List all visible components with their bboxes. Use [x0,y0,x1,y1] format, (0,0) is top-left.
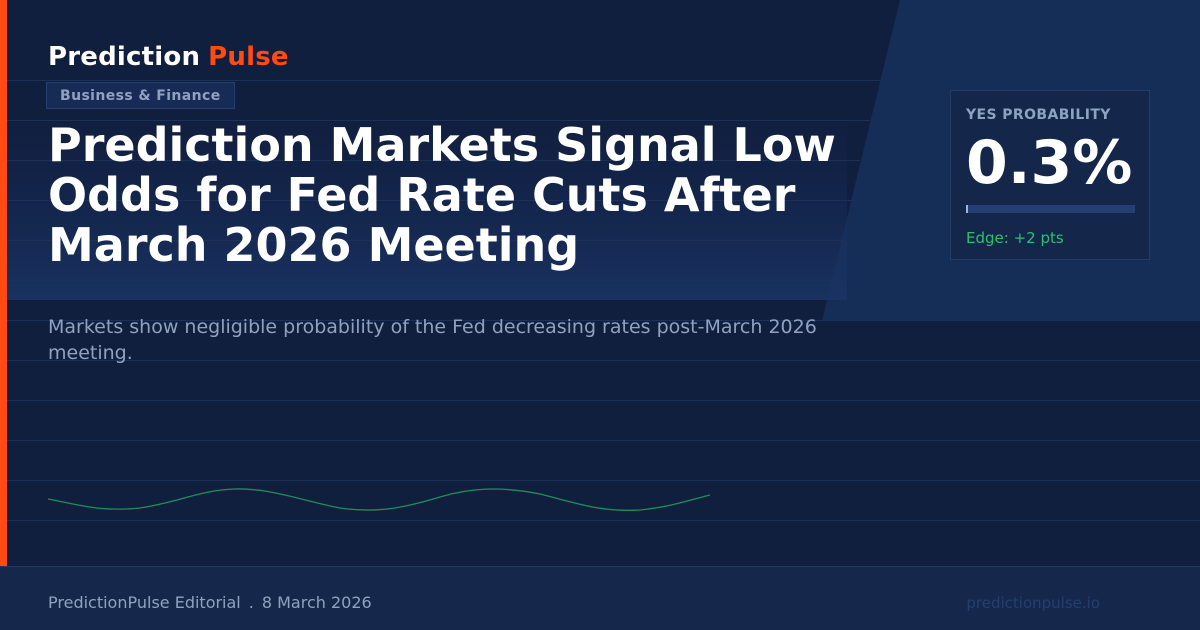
probability-bar-fill [966,205,968,213]
headline: Prediction Markets Signal Low Odds for F… [48,118,836,272]
probability-value: 0.3% [966,128,1133,198]
subtitle: Markets show negligible probability of t… [48,316,817,364]
probability-bar [966,205,1135,213]
edge-value: Edge: +2 pts [966,229,1064,247]
site-link[interactable]: predictionpulse.io [966,594,1100,612]
footer-byline: PredictionPulse Editorial. 8 March 2026 [48,593,372,612]
author: PredictionPulse Editorial [48,593,241,612]
brand-logo: Prediction Pulse [48,42,289,72]
brand-name: Prediction [48,42,201,72]
probability-card: YES PROBABILITY 0.3% Edge: +2 pts [950,90,1150,260]
footer: PredictionPulse Editorial. 8 March 2026 p… [0,566,1200,630]
brand-accent: Pulse [208,42,289,72]
footer-separator: . [248,593,254,612]
category-tag[interactable]: Business & Finance [46,82,235,109]
accent-bar [0,0,7,566]
sparkline [47,488,711,511]
probability-label: YES PROBABILITY [966,107,1111,123]
publish-date: 8 March 2026 [261,593,372,612]
